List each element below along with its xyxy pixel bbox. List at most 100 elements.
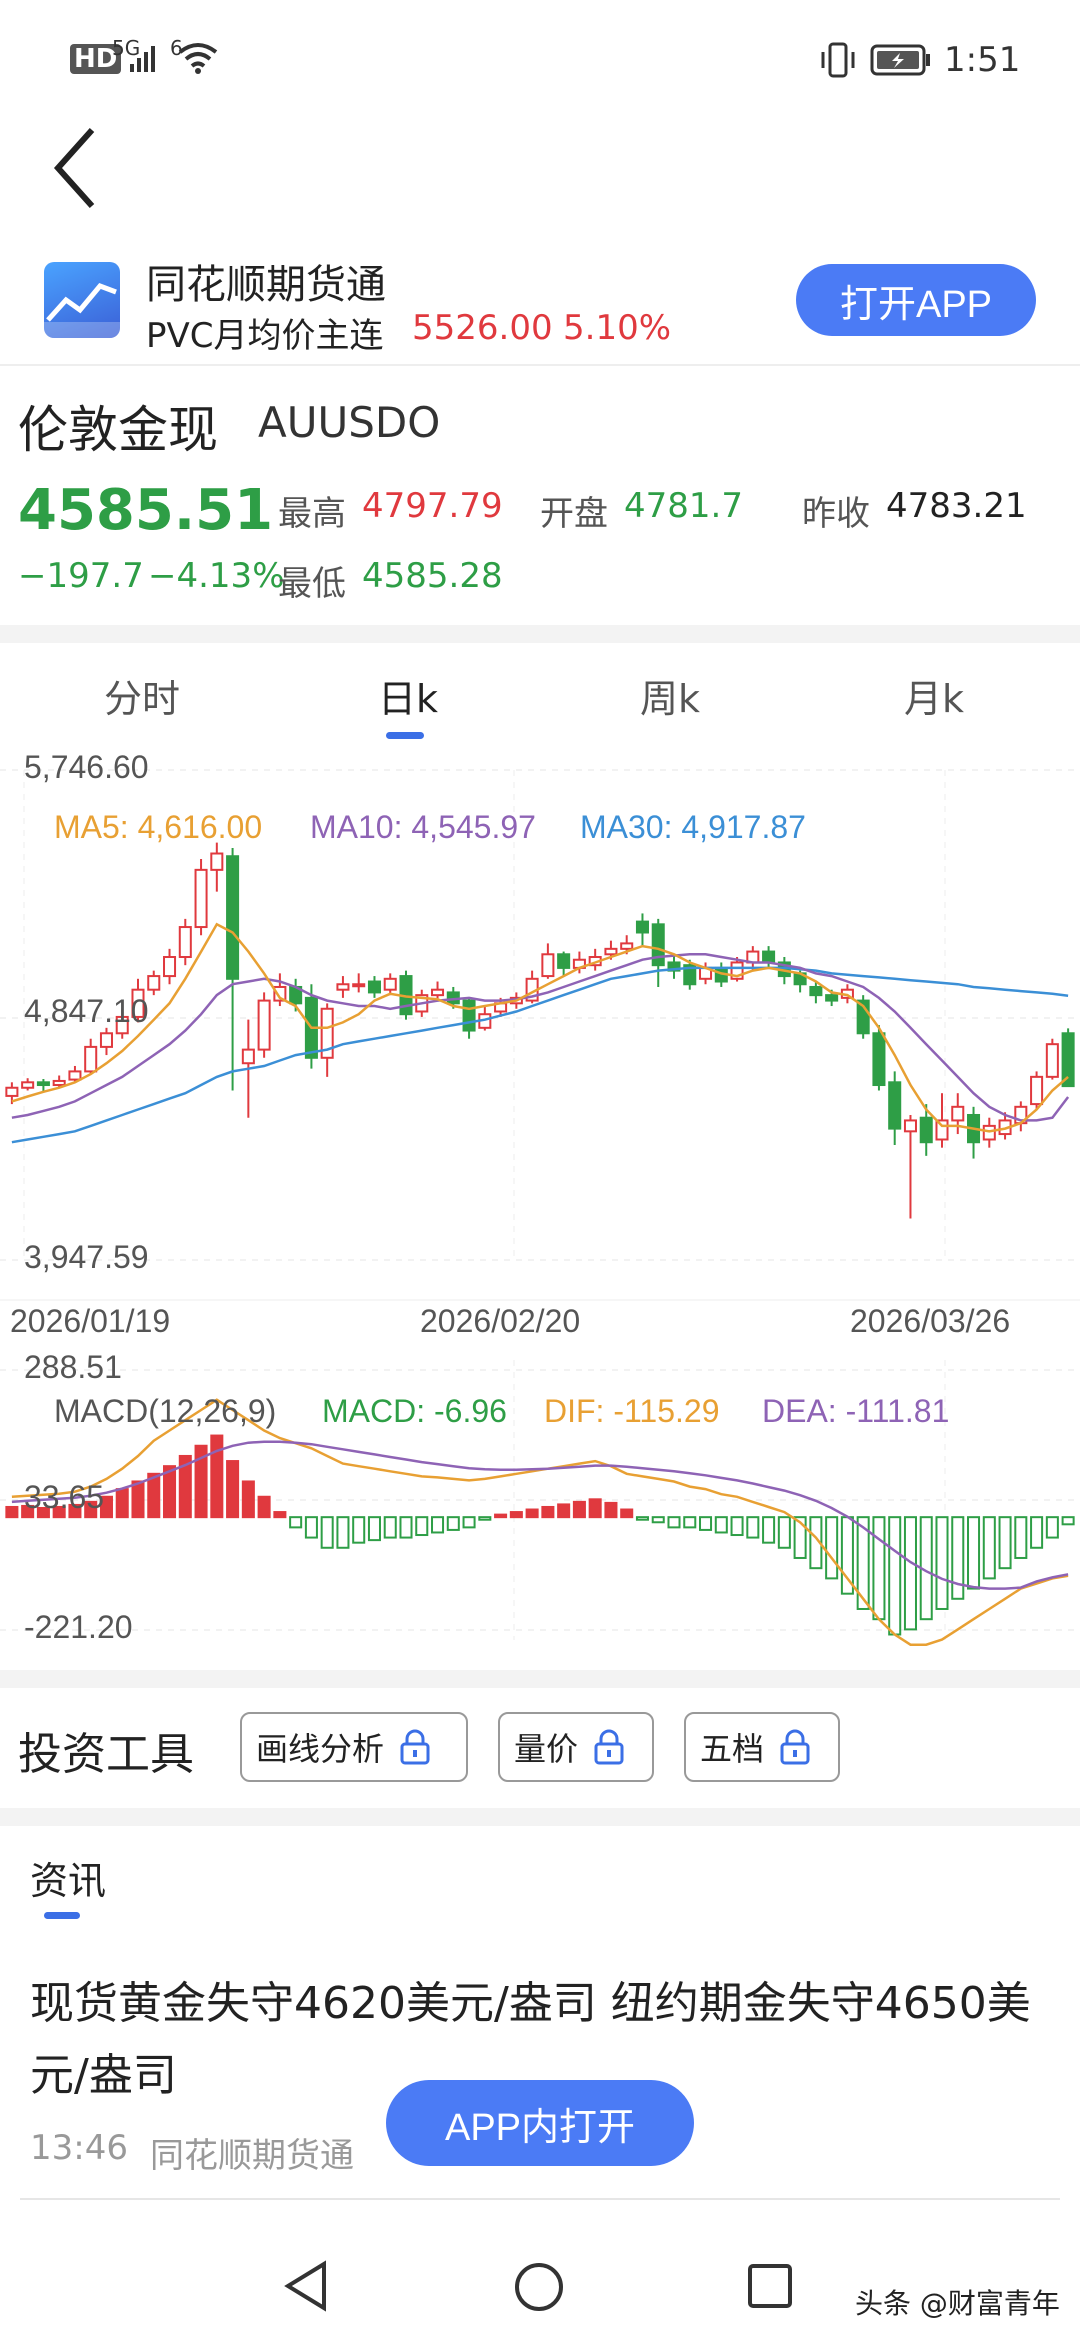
- macd-bar: [982, 1516, 996, 1580]
- pvc-label: PVC月均价主连: [146, 316, 384, 356]
- divider: [20, 2198, 1060, 2200]
- news-time: 13:46: [30, 2128, 128, 2168]
- candle: [383, 977, 397, 991]
- high-label: 最高: [278, 494, 346, 534]
- last-price: 4585.51: [18, 478, 274, 543]
- section-separator: [0, 1808, 1080, 1826]
- volume-price-button[interactable]: 量价: [498, 1712, 654, 1782]
- macd-bar: [115, 1488, 129, 1519]
- x-tick-label: 2026/03/26: [850, 1303, 1010, 1339]
- macd-bar: [36, 1506, 50, 1519]
- draw-analysis-button[interactable]: 画线分析: [240, 1712, 468, 1782]
- hd-indicator: HD: [70, 44, 122, 74]
- macd-bar: [935, 1516, 949, 1610]
- candle: [273, 985, 287, 1002]
- macd-bar: [446, 1516, 460, 1531]
- instrument-symbol: AUUSDO: [258, 398, 441, 447]
- open-app-button[interactable]: 打开APP: [796, 264, 1036, 336]
- macd-bar: [525, 1508, 539, 1519]
- price-change-pct: −4.13%: [148, 556, 285, 596]
- macd-bar: [635, 1516, 649, 1521]
- candle: [935, 1119, 949, 1141]
- tab-weekly-k[interactable]: 周k: [640, 677, 701, 721]
- macd-bar: [651, 1516, 665, 1524]
- macd-bar: [336, 1516, 350, 1549]
- open-label: 开盘: [540, 494, 608, 534]
- macd-y-tick-label: 288.51: [24, 1349, 122, 1385]
- macd-bar: [541, 1505, 555, 1519]
- y-tick-label: 5,746.60: [24, 749, 149, 785]
- candle: [888, 1081, 902, 1130]
- macd-bar: [241, 1480, 255, 1519]
- candle: [541, 953, 555, 978]
- candle: [651, 923, 665, 967]
- nav-recents-icon[interactable]: [746, 2262, 794, 2310]
- y-tick-label: 3,947.59: [24, 1239, 149, 1275]
- macd-bar: [352, 1516, 366, 1544]
- low-label: 最低: [278, 564, 346, 604]
- macd-bar: [1061, 1516, 1075, 1526]
- macd-bar: [226, 1460, 240, 1519]
- macd-bar: [178, 1454, 192, 1519]
- candle: [21, 1081, 35, 1089]
- macd-bar: [777, 1516, 791, 1549]
- candle: [683, 964, 697, 986]
- macd-y-tick-label: -221.20: [24, 1609, 133, 1645]
- candle: [919, 1116, 933, 1144]
- open-in-app-button[interactable]: APP内打开: [386, 2080, 694, 2166]
- back-button[interactable]: [40, 120, 120, 220]
- vibrate-icon: [821, 42, 855, 78]
- macd-bar: [210, 1434, 224, 1519]
- macd-bar: [462, 1516, 476, 1529]
- macd-bar: [604, 1501, 618, 1519]
- high-value: 4797.79: [362, 486, 503, 526]
- lock-icon: [780, 1729, 810, 1765]
- macd-bar: [793, 1516, 807, 1559]
- macd-bar: [509, 1511, 523, 1519]
- candle: [36, 1081, 50, 1087]
- macd-legend: DIF: -115.29: [544, 1393, 719, 1429]
- macd-bar: [888, 1516, 902, 1636]
- tab-news[interactable]: 资讯: [30, 1859, 107, 1903]
- candle: [982, 1124, 996, 1141]
- candle: [68, 1070, 82, 1081]
- candle: [84, 1045, 98, 1073]
- ma-legend: MA5: 4,616.00: [54, 809, 262, 845]
- ma-legend: MA30: 4,917.87: [580, 809, 806, 845]
- candle: [147, 975, 161, 991]
- macd-bar: [431, 1516, 445, 1534]
- candle: [557, 953, 571, 969]
- macd-bar: [699, 1516, 713, 1531]
- macd-bar: [1014, 1516, 1028, 1559]
- app-name: 同花顺期货通: [146, 262, 386, 308]
- dea-line: [11, 1440, 1069, 1590]
- macd-legend: DEA: -111.81: [762, 1393, 949, 1429]
- nav-home-icon[interactable]: [512, 2260, 566, 2314]
- x-tick-label: 2026/01/19: [10, 1303, 170, 1339]
- macd-bar: [998, 1516, 1012, 1570]
- wifi-6-indicator: 6: [170, 36, 183, 60]
- tab-daily-k[interactable]: 日k: [378, 677, 439, 721]
- signal-icon: [130, 46, 155, 72]
- tools-title: 投资工具: [18, 1729, 194, 1780]
- tab-monthly-k[interactable]: 月k: [904, 677, 965, 721]
- section-separator: [0, 1670, 1080, 1688]
- news-headline[interactable]: 现货黄金失守4620美元/盎司 纽约期金失守4650美元/盎司: [30, 1978, 1031, 2101]
- nav-back-icon[interactable]: [282, 2260, 330, 2312]
- five-level-label: 五档: [700, 1730, 765, 1768]
- macd-bar: [415, 1516, 429, 1537]
- macd-bar: [714, 1516, 728, 1534]
- macd-bar: [825, 1516, 839, 1580]
- macd-bar: [273, 1511, 287, 1519]
- tab-intraday[interactable]: 分时: [104, 677, 181, 721]
- macd-y-tick-label: 33.65: [24, 1479, 104, 1515]
- volume-price-label: 量价: [514, 1730, 579, 1768]
- candle: [99, 1032, 113, 1048]
- five-level-button[interactable]: 五档: [684, 1712, 840, 1782]
- macd-legend: MACD(12,26,9): [54, 1393, 276, 1429]
- candle: [462, 999, 476, 1032]
- candle: [872, 1032, 886, 1087]
- kline-chart[interactable]: 5,746.60 4,847.10 3,947.59 MA5: 4,616.00 MA1…: [0, 748, 1080, 1648]
- candle: [1061, 1032, 1075, 1088]
- candle: [131, 988, 145, 1018]
